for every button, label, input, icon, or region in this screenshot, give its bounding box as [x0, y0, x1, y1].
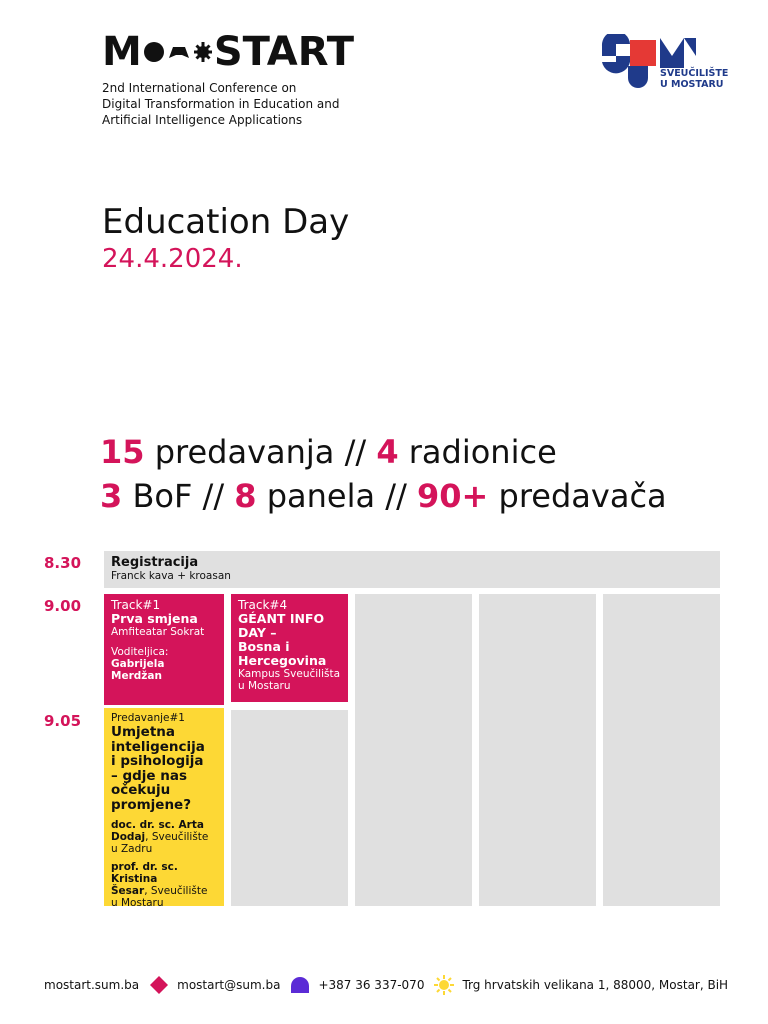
address-text: Trg hrvatskih velikana 1, 88000, Mostar,… [462, 978, 729, 992]
logo-circle-icon [143, 42, 164, 62]
university-name: SVEUČILIŠTE U MOSTARU [660, 68, 728, 90]
track-label: Track#1 [111, 598, 161, 612]
university-name-line: SVEUČILIŠTE [660, 68, 729, 79]
diamond-icon [150, 976, 169, 994]
lecture-title: Umjetna inteligencija i psihologija – gd… [111, 725, 217, 813]
logo-text-m: M [102, 29, 142, 75]
time-slot: 9.00 [44, 597, 82, 615]
lecture-title-line: očekuju [111, 782, 171, 799]
speaker-2: prof. dr. sc. Kristina Šesar, Sveučilišt… [111, 861, 217, 909]
event-date: 24.4.2024. [102, 244, 243, 274]
event-title: Education Day [102, 202, 350, 242]
track-venue-line: Kampus Sveučilišta [238, 668, 341, 680]
track-title-line: GÉANT INFO [238, 611, 325, 626]
track-title: Prva smjena [111, 611, 198, 626]
stat-bof-count: 3 [100, 477, 123, 515]
stat-lectures-count: 15 [100, 433, 145, 471]
speaker-affiliation: , Sveučilište [145, 830, 209, 843]
speaker-1: doc. dr. sc. Arta Dodaj, Sveučilište u Z… [111, 819, 217, 855]
lecture-title-line: i psihologija [111, 753, 204, 770]
stat-lectures-label: predavanja // [144, 433, 377, 471]
logo-text-start: START [213, 29, 355, 75]
stat-speakers-label: predavača [488, 477, 667, 515]
empty-slot [603, 594, 720, 906]
university-name-line: U MOSTARU [660, 79, 724, 90]
speaker-name-line: Dodaj [111, 830, 146, 843]
registration-subtitle: Franck kava + kroasan [111, 570, 231, 582]
stat-workshops-label: radionice [398, 433, 557, 471]
logo-gear-icon [193, 42, 212, 62]
track-4-block: Track#4 GÉANT INFO DAY – Bosna i Hercego… [231, 594, 348, 702]
lecture-label: Predavanje#1 [111, 712, 185, 724]
sun-icon [434, 975, 455, 995]
event-stats: 15 predavanja // 4 radionice 3 BoF // 8 … [100, 430, 667, 518]
host-label: Voditeljica: [111, 646, 169, 658]
track-title-line: DAY – [238, 625, 277, 640]
lecture-title-line: – gdje nas [111, 767, 188, 784]
conference-line: Artificial Intelligence Applications [102, 113, 303, 127]
speaker-name-line: doc. dr. sc. Arta [111, 818, 204, 831]
mostart-logo: M START [102, 29, 355, 75]
stat-speakers-count: 90+ [417, 477, 489, 515]
empty-slot [355, 594, 472, 906]
time-slot: 8.30 [44, 554, 82, 572]
stats-line-2: 3 BoF // 8 panela // 90+ predavača [100, 474, 667, 518]
stat-panels-count: 8 [234, 477, 257, 515]
logo-glyphs [143, 39, 213, 65]
track-label: Track#4 [238, 598, 288, 612]
stats-line-1: 15 predavanja // 4 radionice [100, 430, 667, 474]
lecture-1-block: Predavanje#1 Umjetna inteligencija i psi… [104, 708, 224, 909]
track-venue-line: u Mostaru [238, 680, 291, 692]
time-slot: 9.05 [44, 712, 82, 730]
email-text: mostart@sum.ba [177, 978, 281, 992]
conference-line: Digital Transformation in Education and [102, 97, 340, 111]
lecture-title-line: inteligencija [111, 738, 205, 755]
speaker-name-line: prof. dr. sc. Kristina [111, 860, 178, 885]
university-logo [601, 34, 696, 88]
speaker-name-line: Šesar [111, 884, 145, 897]
registration-title: Registracija [111, 555, 199, 570]
footer-website[interactable]: mostart.sum.ba [44, 978, 139, 992]
website-text: mostart.sum.ba [44, 978, 140, 992]
lecture-title-line: Umjetna [111, 724, 175, 740]
empty-slot [231, 710, 348, 906]
stat-bof-label: BoF // [122, 477, 235, 515]
stat-workshops-count: 4 [376, 433, 399, 471]
phone-text: +387 36 337-070 [318, 978, 425, 992]
track-title-line: Hercegovina [238, 653, 327, 668]
dome-icon [291, 977, 310, 993]
speaker-affiliation: u Mostaru [111, 896, 164, 909]
speaker-affiliation: u Zadru [111, 842, 153, 855]
footer-address: Trg hrvatskih velikana 1, 88000, Mostar,… [462, 978, 728, 992]
empty-slot [479, 594, 596, 906]
footer: mostart.sum.ba mostart@sum.ba +387 36 33… [44, 974, 728, 996]
lecture-title-line: promjene? [111, 796, 192, 813]
speaker-affiliation: , Sveučilište [144, 884, 208, 897]
track-1-block: Track#1 Prva smjena Amfiteatar Sokrat Vo… [104, 594, 224, 705]
logo-gamepad-icon [168, 47, 189, 58]
track-title-line: Bosna i [238, 639, 290, 654]
footer-email[interactable]: mostart@sum.ba [177, 978, 280, 992]
footer-phone[interactable]: +387 36 337-070 [318, 978, 424, 992]
track-venue: Amfiteatar Sokrat [111, 626, 205, 638]
registration-block: Registracija Franck kava + kroasan [104, 551, 720, 588]
conference-line: 2nd International Conference on [102, 81, 297, 95]
stat-panels-label: panela // [256, 477, 418, 515]
conference-description: 2nd International Conference on Digital … [102, 80, 402, 128]
host-name: Gabrijela Merdžan [111, 658, 165, 682]
